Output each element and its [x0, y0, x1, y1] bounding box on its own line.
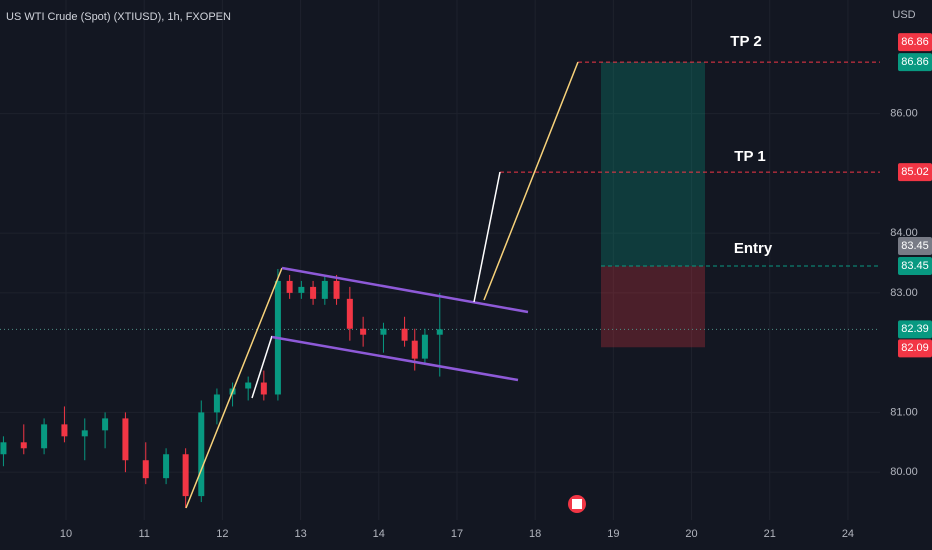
x-tick-label: 18: [529, 528, 541, 540]
annotation: Entry: [734, 240, 773, 257]
candle-body: [298, 286, 305, 293]
candle-body: [321, 280, 328, 299]
trend-line: [251, 335, 273, 399]
candle-body: [436, 329, 443, 335]
price-label-bg: [898, 256, 932, 275]
candle-body: [421, 334, 428, 359]
x-tick-label: 24: [842, 528, 854, 540]
x-tick-label: 12: [216, 528, 228, 540]
price-label: 86.86: [901, 56, 929, 68]
candle-body: [163, 454, 170, 479]
profit-zone: [601, 62, 705, 266]
price-label: 85.02: [901, 166, 929, 178]
x-tick-label: 14: [373, 528, 385, 540]
price-label-bg: [898, 33, 932, 52]
channel-upper: [281, 266, 529, 314]
projection-line: [483, 61, 579, 301]
candle-body: [245, 382, 252, 389]
candle-body: [81, 430, 88, 437]
price-label: 83.45: [901, 240, 929, 252]
x-tick-label: 11: [138, 528, 149, 540]
drawings: [185, 61, 579, 509]
y-tick-label: 83.00: [890, 287, 918, 299]
candle-body: [61, 424, 68, 437]
candle-body: [41, 424, 48, 449]
price-label-bg: [898, 236, 932, 255]
event-icon-body: [572, 499, 582, 509]
x-tick-label: 17: [451, 528, 463, 540]
price-label: 83.45: [901, 260, 929, 272]
position-zones: [601, 62, 705, 348]
price-label-bg: [898, 163, 932, 182]
candle-body: [198, 412, 205, 497]
x-tick-label: 21: [764, 528, 776, 540]
price-axis: [880, 0, 932, 550]
candle-body: [0, 442, 7, 455]
price-label: 86.86: [901, 36, 929, 48]
candle-body: [310, 286, 317, 299]
price-label-bg: [898, 320, 932, 339]
x-tick-label: 19: [607, 528, 619, 540]
price-label-bg: [898, 53, 932, 72]
candle-body: [380, 328, 387, 335]
candle-body: [286, 280, 293, 293]
candle-body: [122, 418, 129, 461]
loss-zone: [601, 265, 705, 348]
y-tick-label: 80.00: [890, 466, 918, 478]
candle-body: [360, 328, 367, 335]
y-tick-label: 86.00: [890, 107, 918, 119]
calendar-icon: [568, 495, 586, 513]
axes: 80.00 81.00 83.00 84.00 86.00 10 11 12 13 14 17 18 1…: [60, 33, 932, 540]
y-tick-label: 84.00: [890, 227, 918, 239]
candle-body: [182, 454, 189, 497]
candle-body: [142, 460, 149, 479]
candle-body: [20, 442, 27, 449]
price-label: 82.39: [901, 323, 929, 335]
chart-title: US WTI Crude (Spot) (XTIUSD), 1h, FXOPEN: [6, 11, 231, 23]
candle-body: [333, 280, 340, 299]
candle-body: [346, 298, 353, 329]
price-label-bg: [898, 339, 932, 358]
candle-body: [411, 340, 418, 359]
trend-line: [185, 267, 283, 509]
annotation: TP 2: [730, 33, 761, 50]
candle-body: [213, 394, 220, 413]
projection-line: [473, 171, 501, 303]
candle-body: [102, 418, 109, 431]
y-tick-label: 81.00: [890, 406, 918, 418]
annotation: TP 1: [734, 148, 765, 165]
price-label: 82.09: [901, 342, 929, 354]
x-tick-label: 10: [60, 528, 72, 540]
x-tick-label: 20: [685, 528, 697, 540]
grid: [0, 0, 880, 520]
channel-lower: [271, 335, 519, 382]
candle-body: [401, 328, 408, 341]
x-tick-label: 13: [294, 528, 306, 540]
currency-label: USD: [892, 9, 915, 21]
candle-body: [260, 382, 267, 395]
